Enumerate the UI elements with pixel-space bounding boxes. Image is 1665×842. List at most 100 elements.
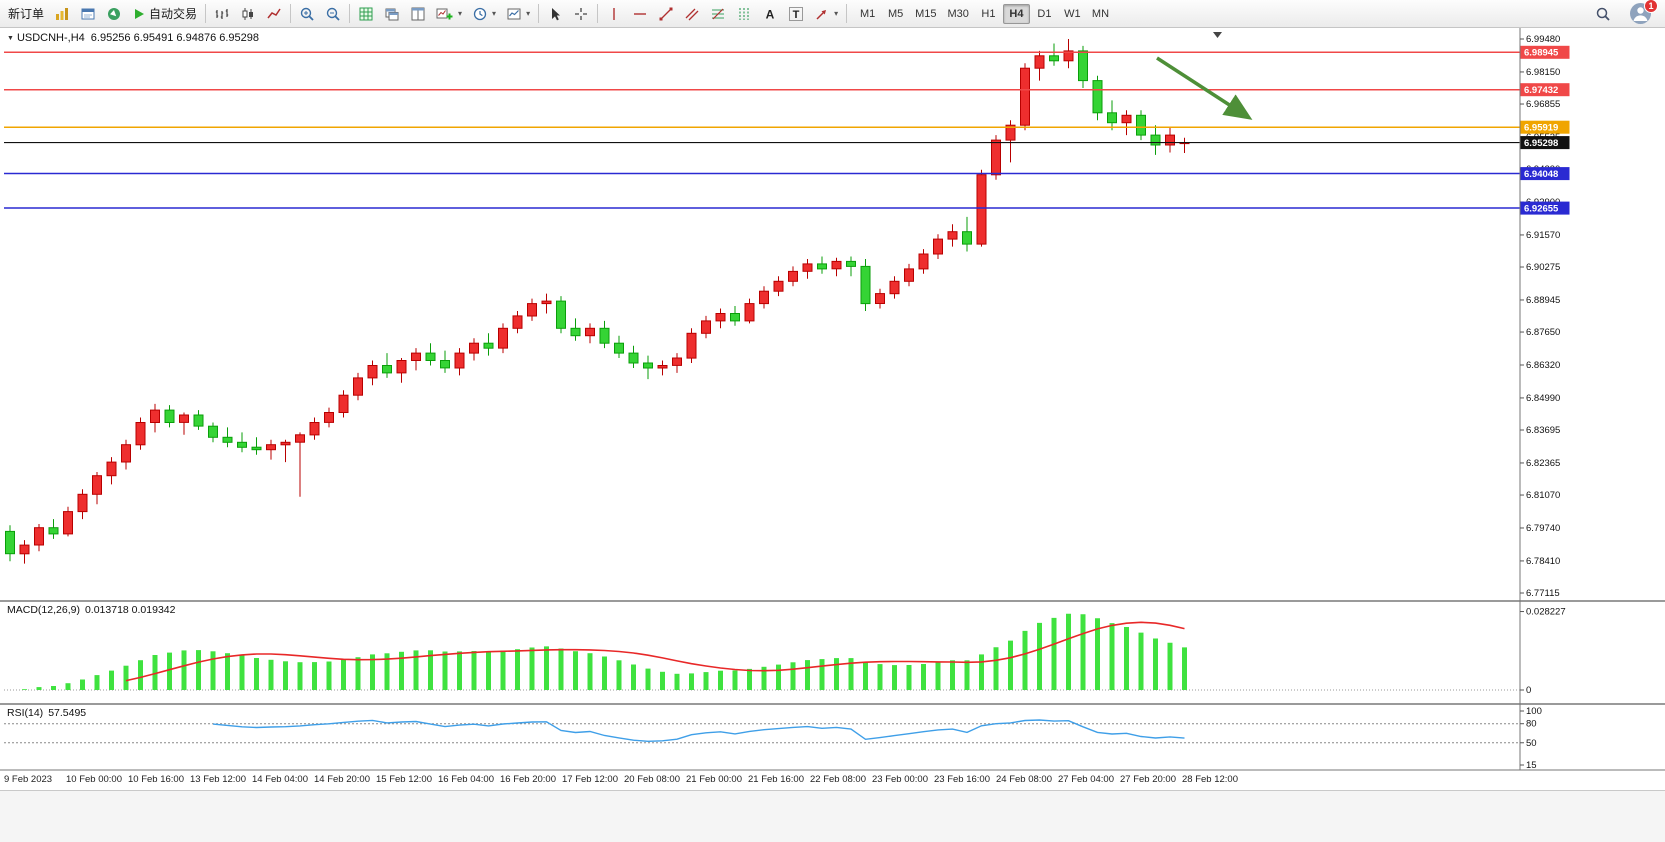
- channel-tool-button[interactable]: [679, 3, 705, 25]
- timeframe-button-H1[interactable]: H1: [975, 4, 1002, 24]
- chart-canvas[interactable]: 6.994806.981506.968556.955256.942306.929…: [0, 28, 1665, 790]
- navigator-icon: [108, 7, 121, 20]
- rsi-tick-label: 100: [1526, 706, 1542, 717]
- new-chart-button[interactable]: ▾: [431, 3, 467, 25]
- price-tick-label: 6.79740: [1526, 523, 1560, 534]
- level-price-badge: 6.97432: [1520, 83, 1570, 97]
- time-tick-label: 15 Feb 12:00: [376, 774, 432, 785]
- price-level-lines[interactable]: [4, 51, 1520, 209]
- macd-axis-max-label: 0.028227: [1526, 607, 1566, 618]
- toolbar: 新订单 自动交易 ▾ ▾: [0, 0, 1665, 28]
- fibonacci-tool-button[interactable]: [705, 3, 731, 25]
- navigator-button[interactable]: [101, 3, 127, 25]
- fibonacci-icon: [712, 8, 725, 19]
- trend-arrow-annotation[interactable]: [1156, 56, 1253, 120]
- period-button[interactable]: ▾: [467, 3, 501, 25]
- toolbar-separator: [846, 4, 848, 23]
- timeframe-button-W1[interactable]: W1: [1059, 4, 1086, 24]
- new-order-button[interactable]: 新订单: [3, 3, 49, 25]
- line-chart-button[interactable]: [261, 3, 287, 25]
- bar-chart-button[interactable]: [209, 3, 235, 25]
- text-tool-button[interactable]: A: [757, 3, 783, 25]
- time-tick-label: 14 Feb 04:00: [252, 774, 308, 785]
- cursor-tool-button[interactable]: [542, 3, 568, 25]
- horizontal-line-icon: [634, 12, 647, 15]
- level-price-badge: 6.92655: [1520, 201, 1570, 215]
- horizontal-line-tool-button[interactable]: [627, 3, 653, 25]
- auto-trading-button[interactable]: 自动交易: [127, 3, 202, 25]
- time-axis[interactable]: 9 Feb 2023 10 Feb 00:00 10 Feb 16:00 13 Feb…: [4, 774, 1238, 785]
- time-tick-label: 28 Feb 12:00: [1182, 774, 1238, 785]
- time-tick-label: 21 Feb 16:00: [748, 774, 804, 785]
- timeframe-button-H4[interactable]: H4: [1002, 3, 1030, 24]
- macd-indicator-pane: [4, 613, 1520, 691]
- channel-icon: [685, 8, 699, 20]
- price-tick-label: 6.83695: [1526, 425, 1560, 436]
- svg-text:6.98945: 6.98945: [1524, 48, 1559, 59]
- candlesticks: [5, 39, 1190, 564]
- vertical-line-tool-button[interactable]: [601, 3, 627, 25]
- time-tick-label: 17 Feb 12:00: [562, 774, 618, 785]
- price-tick-label: 6.88945: [1526, 295, 1560, 306]
- svg-text:T: T: [793, 9, 800, 21]
- user-account-button[interactable]: 1: [1630, 0, 1658, 25]
- cycle-lines-icon: [739, 7, 749, 20]
- time-tick-label: 23 Feb 16:00: [934, 774, 990, 785]
- timeframe-button-M15[interactable]: M15: [910, 4, 941, 24]
- trendline-tool-button[interactable]: [653, 3, 679, 25]
- cascade-windows-button[interactable]: [379, 3, 405, 25]
- price-axis[interactable]: 6.994806.981506.968556.955256.942306.929…: [1520, 34, 1570, 771]
- arrows-icon: [816, 9, 827, 20]
- rsi-tick-label: 50: [1526, 738, 1537, 749]
- timeframe-button-MN[interactable]: MN: [1087, 4, 1114, 24]
- candlestick-chart-button[interactable]: [235, 3, 261, 25]
- chart-window: 6.994806.981506.968556.955256.942306.929…: [0, 28, 1665, 842]
- timeframe-button-M30[interactable]: M30: [943, 4, 974, 24]
- time-tick-label: 27 Feb 04:00: [1058, 774, 1114, 785]
- data-window-button[interactable]: [75, 3, 101, 25]
- time-tick-label: 21 Feb 00:00: [686, 774, 742, 785]
- level-price-badge: 6.98945: [1520, 45, 1570, 59]
- timeframe-button-M5[interactable]: M5: [882, 4, 909, 24]
- dropdown-caret-icon: ▾: [492, 8, 497, 18]
- zoom-out-icon: [326, 7, 340, 21]
- timeframe-button-D1[interactable]: D1: [1031, 4, 1058, 24]
- arrows-tool-button[interactable]: ▾: [809, 3, 843, 25]
- vertical-line-icon: [613, 7, 615, 20]
- price-tick-label: 6.91570: [1526, 230, 1560, 241]
- trendline-icon: [659, 7, 673, 20]
- search-button[interactable]: [1590, 3, 1616, 25]
- line-chart-icon: [267, 8, 281, 18]
- template-icon: [507, 8, 521, 19]
- label-tool-button[interactable]: T: [783, 3, 809, 25]
- template-button[interactable]: ▾: [501, 3, 535, 25]
- crosshair-tool-button[interactable]: [568, 3, 594, 25]
- time-tick-label: 16 Feb 20:00: [500, 774, 556, 785]
- market-watch-button[interactable]: [49, 3, 75, 25]
- time-tick-label: 9 Feb 2023: [4, 774, 52, 785]
- macd-axis-zero-label: 0: [1526, 685, 1531, 696]
- tile-windows-button[interactable]: [405, 3, 431, 25]
- text-icon: A: [766, 7, 775, 21]
- new-chart-icon: [436, 8, 453, 19]
- toolbar-right-tools: 1: [1590, 0, 1662, 25]
- bar-chart-icon: [215, 8, 229, 19]
- toolbar-separator: [597, 4, 599, 23]
- level-price-badge: 6.95919: [1520, 120, 1570, 134]
- tile-windows-icon: [411, 7, 425, 20]
- macd-signal-line: [125, 621, 1185, 682]
- chart-shift-marker[interactable]: [1213, 32, 1222, 38]
- indicators-grid-icon: [359, 7, 373, 20]
- indicators-list-button[interactable]: [353, 3, 379, 25]
- time-tick-label: 14 Feb 20:00: [314, 774, 370, 785]
- cycle-lines-tool-button[interactable]: [731, 3, 757, 25]
- timeframe-button-M1[interactable]: M1: [854, 4, 881, 24]
- zoom-out-button[interactable]: [320, 3, 346, 25]
- data-window-icon: [81, 8, 95, 19]
- zoom-in-icon: [300, 7, 314, 21]
- candlestick-chart-icon: [242, 7, 254, 20]
- zoom-in-button[interactable]: [294, 3, 320, 25]
- crosshair-icon: [575, 7, 588, 20]
- time-tick-label: 27 Feb 20:00: [1120, 774, 1176, 785]
- price-tick-label: 6.99480: [1526, 34, 1560, 45]
